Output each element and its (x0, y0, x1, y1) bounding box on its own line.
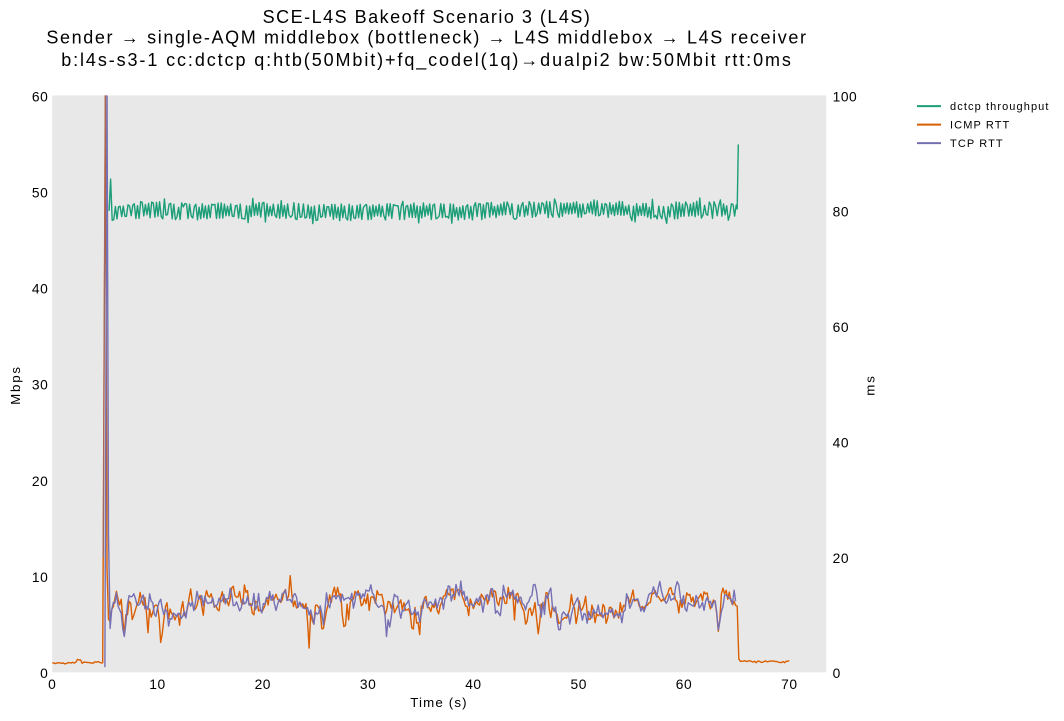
svg-text:60: 60 (676, 677, 692, 692)
svg-text:40: 40 (833, 435, 849, 450)
svg-text:20: 20 (833, 551, 849, 566)
svg-text:50: 50 (32, 185, 48, 200)
svg-text:ICMP RTT: ICMP RTT (950, 120, 1010, 132)
svg-text:30: 30 (360, 677, 376, 692)
svg-text:20: 20 (32, 474, 48, 489)
svg-text:60: 60 (32, 89, 48, 104)
svg-text:70: 70 (781, 677, 797, 692)
svg-text:b:l4s-s3-1 cc:dctcp q:htb(50Mb: b:l4s-s3-1 cc:dctcp q:htb(50Mbit)+fq_cod… (61, 50, 793, 71)
svg-text:100: 100 (833, 89, 858, 104)
svg-text:40: 40 (465, 677, 481, 692)
svg-text:Sender → single-AQM middlebox: Sender → single-AQM middlebox (bottlenec… (46, 28, 807, 48)
svg-text:80: 80 (833, 205, 849, 220)
svg-text:dctcp throughput: dctcp throughput (950, 101, 1050, 113)
svg-text:10: 10 (32, 570, 48, 585)
svg-text:50: 50 (571, 677, 587, 692)
svg-text:SCE-L4S Bakeoff Scenario 3 (L4: SCE-L4S Bakeoff Scenario 3 (L4S) (263, 7, 592, 27)
svg-text:ms: ms (863, 374, 878, 396)
svg-text:10: 10 (149, 677, 165, 692)
svg-text:0: 0 (833, 666, 841, 681)
svg-text:Time (s): Time (s) (410, 695, 467, 710)
svg-text:30: 30 (32, 378, 48, 393)
svg-text:0: 0 (48, 677, 56, 692)
svg-text:40: 40 (32, 282, 48, 297)
svg-text:Mbps: Mbps (8, 365, 23, 405)
svg-text:60: 60 (833, 320, 849, 335)
svg-text:20: 20 (255, 677, 271, 692)
svg-text:TCP RTT: TCP RTT (950, 138, 1004, 150)
svg-text:0: 0 (40, 666, 48, 681)
